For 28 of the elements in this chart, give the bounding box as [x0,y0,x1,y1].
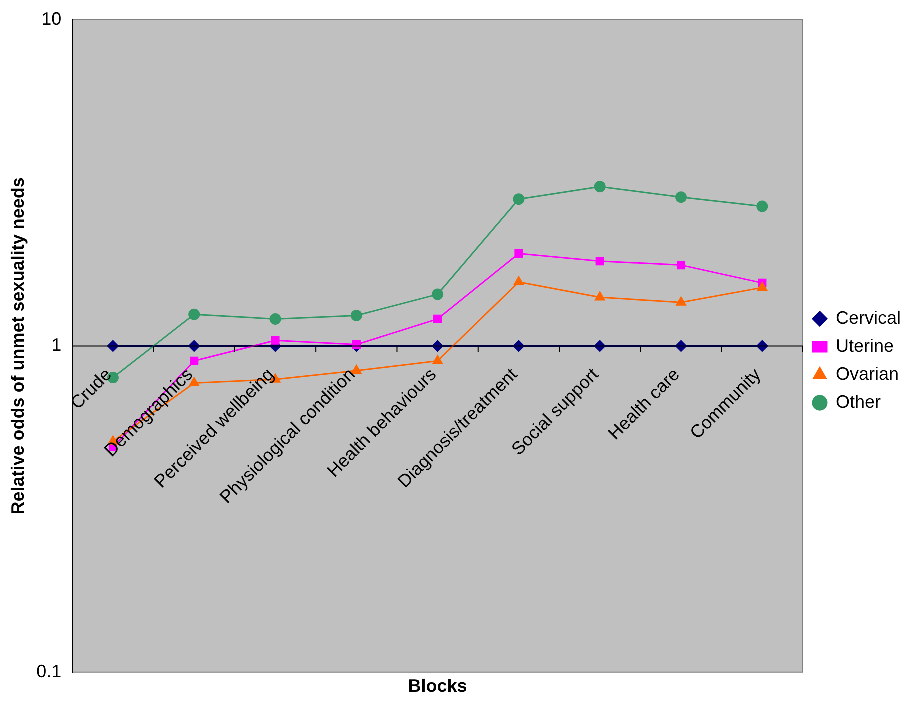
x-axis-title: Blocks [408,676,468,696]
y-axis-title: Relative odds of unmet sexuality needs [8,178,28,515]
point [676,296,686,306]
legend-label: Uterine [836,336,894,356]
point [595,292,606,301]
point [514,250,524,258]
point [190,356,199,366]
point [271,336,280,345]
point [676,192,688,204]
y-tick-label: 10 [42,8,62,29]
legend-label: Cervical [836,308,902,328]
legend-label: Ovarian [836,364,900,384]
point [757,282,768,292]
point [432,355,443,364]
point [756,200,768,212]
point [594,181,606,193]
point [514,276,524,286]
point [676,261,686,270]
point [270,313,282,325]
point [596,257,604,266]
point [188,308,200,320]
point [350,310,362,322]
y-tick-label: 0.1 [36,661,62,682]
legend-label: Other [836,392,882,412]
y-tick-label: 1 [52,335,62,356]
point [434,314,442,324]
point [513,194,525,206]
point [432,288,444,300]
